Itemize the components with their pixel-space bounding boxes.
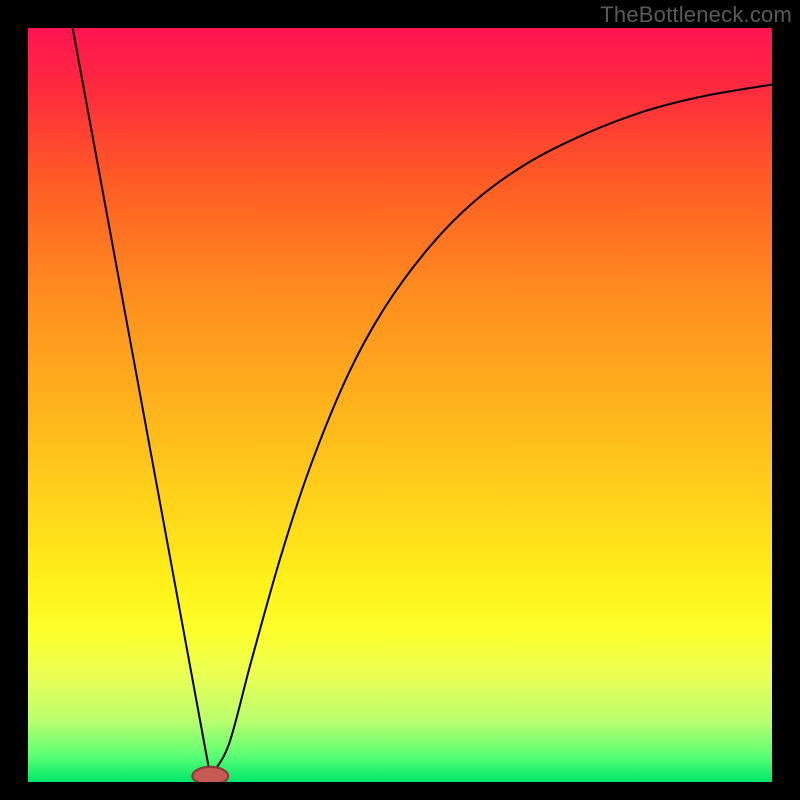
gradient-background — [28, 28, 772, 782]
watermark-text: TheBottleneck.com — [600, 2, 792, 28]
bottleneck-chart — [28, 28, 772, 782]
optimum-marker — [192, 767, 228, 782]
chart-frame: TheBottleneck.com — [0, 0, 800, 800]
plot-area — [28, 28, 772, 782]
